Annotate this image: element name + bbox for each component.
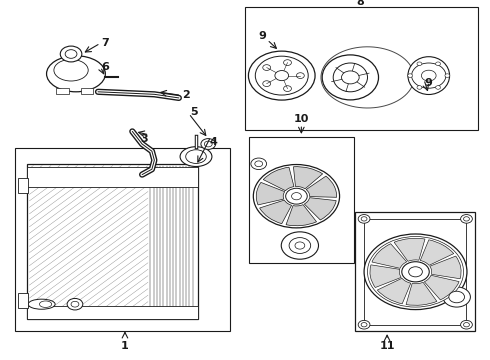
Circle shape <box>361 323 367 327</box>
Circle shape <box>60 46 82 62</box>
Circle shape <box>255 161 263 167</box>
Ellipse shape <box>54 59 88 81</box>
Circle shape <box>204 141 212 147</box>
Ellipse shape <box>186 150 206 163</box>
Text: 9: 9 <box>425 78 433 88</box>
Ellipse shape <box>28 299 55 309</box>
Circle shape <box>368 237 464 307</box>
Bar <box>56 88 69 94</box>
Ellipse shape <box>39 301 52 307</box>
Text: 10: 10 <box>294 114 309 124</box>
Circle shape <box>402 262 429 282</box>
Wedge shape <box>394 238 425 261</box>
Bar <box>27 306 198 319</box>
Circle shape <box>248 51 315 100</box>
Circle shape <box>263 81 270 86</box>
Circle shape <box>289 238 311 253</box>
Wedge shape <box>406 282 437 305</box>
Bar <box>15 148 230 331</box>
Text: 8: 8 <box>356 0 364 7</box>
Circle shape <box>251 158 267 170</box>
Text: 1: 1 <box>121 341 129 351</box>
Ellipse shape <box>322 55 378 100</box>
Bar <box>81 88 93 94</box>
Circle shape <box>296 73 304 78</box>
Wedge shape <box>306 176 337 197</box>
Bar <box>27 164 198 319</box>
Circle shape <box>436 86 441 89</box>
Text: 11: 11 <box>379 341 395 351</box>
Circle shape <box>281 232 318 259</box>
Circle shape <box>461 215 472 223</box>
Wedge shape <box>372 244 407 268</box>
Ellipse shape <box>47 56 105 92</box>
Wedge shape <box>256 183 285 205</box>
Circle shape <box>71 301 79 307</box>
Bar <box>364 219 466 325</box>
Circle shape <box>449 291 465 303</box>
Circle shape <box>436 62 441 66</box>
Bar <box>27 167 198 187</box>
Circle shape <box>445 74 450 77</box>
Wedge shape <box>420 240 454 265</box>
Circle shape <box>284 60 292 66</box>
Wedge shape <box>370 265 401 288</box>
Circle shape <box>421 70 436 81</box>
Text: 6: 6 <box>101 62 109 72</box>
Circle shape <box>295 242 305 249</box>
Circle shape <box>461 320 472 329</box>
Bar <box>18 293 28 308</box>
Wedge shape <box>424 275 459 300</box>
Bar <box>355 212 475 331</box>
Circle shape <box>275 71 289 81</box>
Circle shape <box>412 63 446 88</box>
Wedge shape <box>304 198 336 220</box>
Wedge shape <box>430 256 461 279</box>
Bar <box>18 178 28 193</box>
Wedge shape <box>263 167 294 191</box>
Text: 3: 3 <box>141 134 148 144</box>
Bar <box>249 137 354 263</box>
Ellipse shape <box>408 57 450 94</box>
Circle shape <box>342 71 359 84</box>
Text: 7: 7 <box>101 38 109 48</box>
Text: 5: 5 <box>190 107 197 117</box>
Circle shape <box>464 217 469 221</box>
Ellipse shape <box>272 62 311 89</box>
Text: 9: 9 <box>258 31 266 41</box>
Text: 4: 4 <box>209 137 217 147</box>
Circle shape <box>408 74 413 77</box>
Circle shape <box>417 62 422 66</box>
Circle shape <box>358 320 370 329</box>
Circle shape <box>67 298 83 310</box>
Circle shape <box>417 86 422 89</box>
Wedge shape <box>260 200 292 224</box>
Ellipse shape <box>333 63 368 92</box>
Text: 2: 2 <box>182 90 190 100</box>
Circle shape <box>358 215 370 223</box>
Circle shape <box>464 323 469 327</box>
Circle shape <box>409 267 422 277</box>
Wedge shape <box>377 278 411 304</box>
Wedge shape <box>286 204 317 226</box>
Wedge shape <box>294 167 322 189</box>
Circle shape <box>255 56 308 95</box>
Circle shape <box>292 193 301 200</box>
Circle shape <box>443 287 470 307</box>
Circle shape <box>284 86 292 91</box>
Circle shape <box>361 217 367 221</box>
Circle shape <box>253 165 340 228</box>
Circle shape <box>65 50 77 58</box>
Ellipse shape <box>180 147 212 166</box>
Circle shape <box>201 139 216 149</box>
Circle shape <box>286 188 307 204</box>
Circle shape <box>364 234 467 310</box>
Circle shape <box>263 65 270 71</box>
Bar <box>245 7 478 130</box>
